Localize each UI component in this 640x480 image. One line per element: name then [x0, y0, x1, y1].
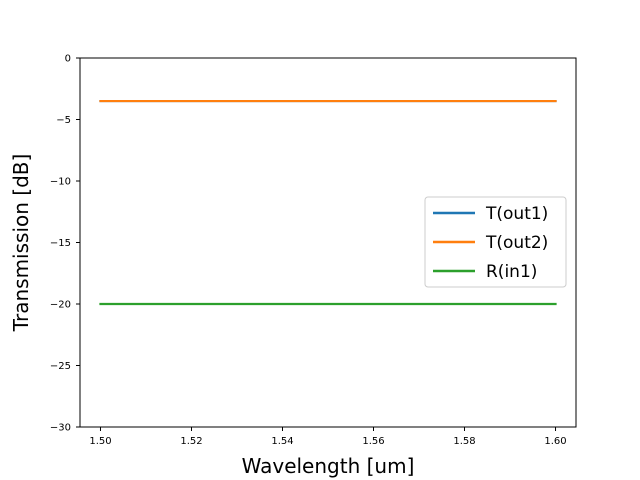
y-axis-label: Transmission [dB]	[9, 154, 33, 333]
x-tick-label: 1.56	[362, 436, 384, 447]
legend-label-2: R(in1)	[486, 262, 537, 282]
y-tick-label: −25	[50, 361, 71, 372]
legend-label-0: T(out1)	[485, 204, 548, 224]
y-tick-label: −30	[50, 423, 71, 434]
x-tick-label: 1.54	[271, 436, 293, 447]
x-tick-label: 1.50	[89, 436, 111, 447]
y-tick-label: −20	[50, 300, 71, 311]
legend-label-1: T(out2)	[485, 233, 548, 253]
y-tick-label: −10	[50, 177, 71, 188]
y-tick-label: −15	[50, 238, 71, 249]
y-tick-label: −5	[56, 115, 71, 126]
x-tick-label: 1.60	[544, 436, 566, 447]
x-axis-label: Wavelength [um]	[242, 454, 415, 478]
axes: 1.50 1.52 1.54 1.56 1.58 1.60 0 −5 −10 −15 −20 −25 −…	[9, 54, 577, 478]
legend-box	[424, 196, 567, 288]
x-tick-label: 1.58	[453, 436, 475, 447]
x-tick-label: 1.52	[180, 436, 202, 447]
legend: T(out1) T(out2) R(in1)	[424, 196, 567, 288]
plot-area	[99, 99, 557, 306]
y-tick-label: 0	[65, 54, 71, 65]
